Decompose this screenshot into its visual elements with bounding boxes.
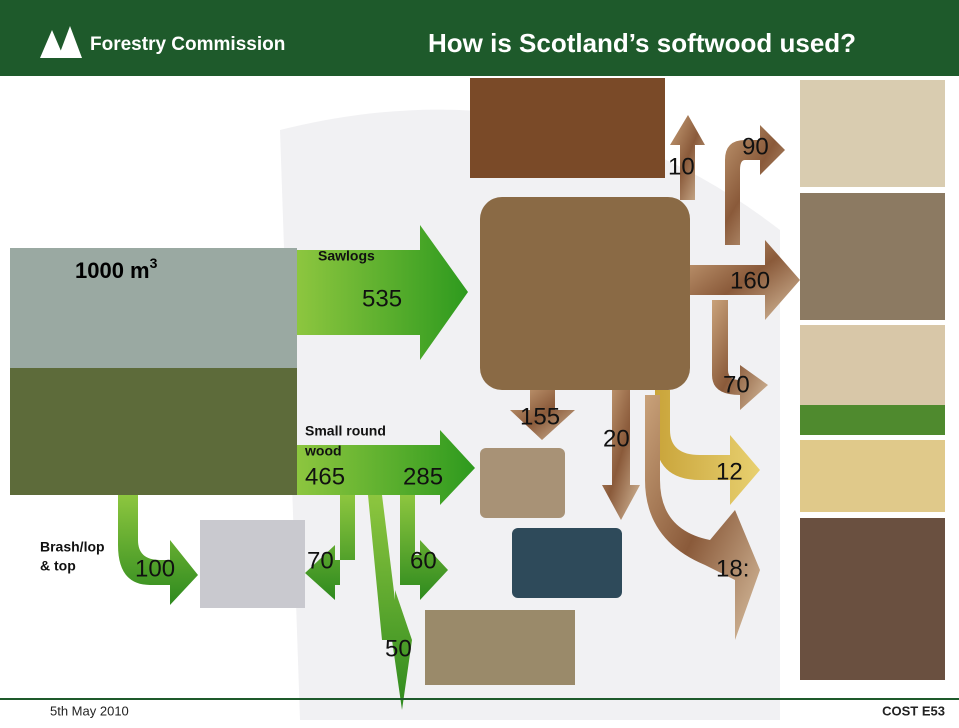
poles-arrow (368, 495, 412, 710)
mill-chips: 12 (716, 458, 743, 485)
soil-wood-arrow (645, 395, 760, 640)
sawmill-photo (480, 197, 690, 390)
housing-wood-arrow (690, 240, 800, 320)
stove-arrow (305, 495, 355, 600)
footer-project: COST E53 (882, 703, 945, 718)
srw-value: 465 (305, 463, 345, 490)
srw-label-2: wood (304, 443, 342, 459)
chips-wood-arrow (655, 390, 760, 505)
mill-construction: 10 (668, 153, 695, 180)
brash-arrow (118, 495, 198, 605)
board-wood-arrow (510, 390, 575, 440)
forest-sky (10, 248, 297, 368)
mill-pallets: 90 (742, 133, 769, 160)
soil-photo (800, 518, 945, 680)
organisation: Forestry Commission (90, 34, 285, 55)
input-label: 1000 m (75, 258, 150, 283)
pallets-wood-arrow (712, 125, 785, 245)
mill-housing: 160 (730, 267, 770, 294)
srw-fencing: 60 (410, 547, 437, 574)
mill-paper: 20 (603, 425, 630, 452)
footer-date: 5th May 2010 (50, 703, 129, 718)
construction-wood-arrow (670, 115, 705, 200)
logo (40, 26, 82, 58)
mill-board: 155 (520, 403, 560, 430)
srw-board: 285 (403, 463, 443, 490)
poles-photo (425, 610, 575, 685)
paper-wood-arrow (602, 390, 640, 520)
chips-photo (800, 440, 945, 512)
sawlogs-label: Sawlogs (318, 248, 375, 264)
housing-photo (800, 193, 945, 320)
brash-label-2: & top (40, 558, 76, 574)
sawlogs-arrow (297, 225, 468, 360)
board-photo (480, 448, 565, 518)
srw-poles: 50 (385, 635, 412, 662)
srw-label-1: Small round (305, 423, 386, 439)
mill-soil: 18: (716, 555, 749, 582)
stove-photo (200, 520, 305, 608)
input-superscript: 3 (150, 255, 158, 271)
fencing-arrow (400, 495, 448, 600)
pallets-photo (800, 80, 945, 187)
brash-value: 100 (135, 555, 175, 582)
small-round-arrow (297, 430, 475, 505)
church-photo (470, 78, 665, 178)
fence-grass (800, 405, 945, 435)
header-bar (0, 0, 959, 76)
mill-fencing: 70 (723, 371, 750, 398)
paper-photo (512, 528, 622, 598)
fencing-wood-arrow (712, 300, 768, 410)
brash-label-1: Brash/lop (40, 539, 105, 555)
srw-stove: 70 (307, 547, 334, 574)
title: How is Scotland’s softwood used? (428, 28, 856, 58)
sawlogs-value: 535 (362, 285, 402, 312)
input-volume: 1000 m3 (75, 255, 158, 283)
